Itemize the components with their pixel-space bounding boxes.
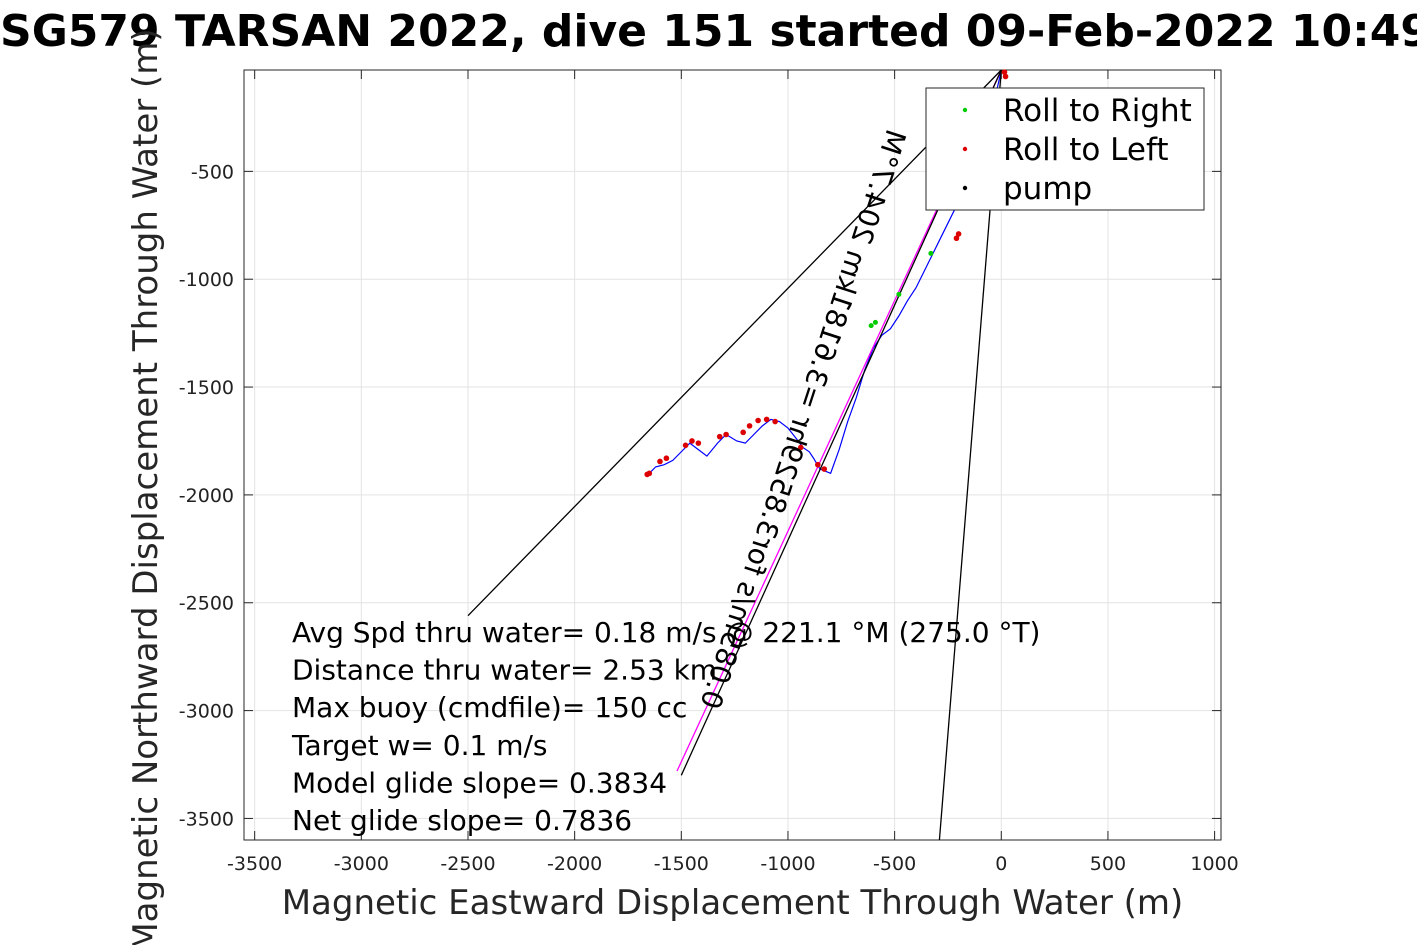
- x-axis-label: Magnetic Eastward Displacement Through W…: [282, 883, 1184, 923]
- x-tick-label: -2500: [440, 853, 495, 875]
- legend-label: Roll to Left: [1003, 132, 1169, 168]
- chart-series: [467, 69, 1002, 841]
- roll-left-marker: [740, 429, 746, 436]
- legend-swatch: [962, 107, 968, 113]
- roll-left-marker: [746, 423, 753, 429]
- roll-markers: [644, 69, 1009, 478]
- roll-left-marker: [663, 455, 670, 462]
- plot-area: [243, 69, 1222, 841]
- chart-title: SG579 TARSAN 2022, dive 151 started 09-F…: [0, 6, 1417, 57]
- roll-left-marker: [763, 416, 770, 423]
- y-tick-label: -2000: [179, 485, 234, 507]
- y-tick-label: -2500: [179, 593, 234, 615]
- roll-left-marker: [1002, 73, 1009, 80]
- y-tick-label: -3000: [179, 701, 234, 723]
- annotation-line: Model glide slope= 0.3834: [292, 766, 667, 799]
- x-tick-label: 500: [1090, 853, 1126, 875]
- legend-swatch: [962, 185, 968, 191]
- y-tick-label: -1500: [179, 377, 234, 399]
- roll-left-marker: [797, 444, 804, 451]
- roll-left-marker: [657, 458, 663, 465]
- annotation-line: Distance thru water= 2.53 km: [292, 654, 717, 687]
- roll-right-marker: [868, 323, 874, 329]
- annotation-line: Net glide slope= 0.7836: [292, 804, 632, 837]
- roll-left-marker: [755, 417, 761, 424]
- roll-left-marker: [821, 466, 828, 472]
- y-tick-label: -1000: [179, 269, 234, 291]
- roll-left-marker: [723, 431, 729, 438]
- x-tick-label: -3500: [227, 853, 282, 875]
- roll-left-marker: [772, 418, 778, 425]
- roll-left-marker: [953, 235, 960, 242]
- y-axis-label: Magnetic Northward Displacement Through …: [126, 28, 166, 945]
- x-tick-label: -2000: [547, 853, 602, 875]
- x-tick-label: -1500: [654, 853, 709, 875]
- roll-left-marker: [716, 433, 723, 440]
- annotation-line: Max buoy (cmdfile)= 150 cc: [292, 691, 687, 724]
- roll-left-marker: [682, 442, 689, 449]
- roll-right-marker: [928, 250, 934, 256]
- roll-left-marker: [1001, 69, 1008, 75]
- x-tick-label: 0: [995, 853, 1007, 875]
- annotation-line: Avg Spd thru water= 0.18 m/s @ 221.1 °M …: [292, 616, 1040, 649]
- y-tick-label: -500: [191, 161, 234, 183]
- axis-ticks: -3500 -3000 -2500 -2000 -1500 -1000 -500 0 500 10…: [179, 70, 1239, 875]
- roll-right-marker: [896, 291, 902, 297]
- roll-left-marker: [689, 438, 695, 444]
- roll-left-marker: [955, 231, 962, 237]
- series-line-4: [467, 69, 1002, 617]
- legend-label: Roll to Right: [1003, 93, 1192, 129]
- chart-annotations: Avg Spd thru water= 0.18 m/s @ 221.1 °M …: [291, 616, 1040, 837]
- legend-label: pump: [1003, 171, 1092, 207]
- x-tick-label: -3000: [334, 853, 389, 875]
- x-tick-label: -1000: [760, 853, 815, 875]
- roll-left-marker: [644, 471, 650, 478]
- roll-left-marker: [815, 461, 821, 468]
- legend-box: [925, 87, 1205, 211]
- roll-left-marker: [695, 440, 702, 446]
- annotation-line: Target w= 0.1 m/s: [291, 729, 548, 762]
- x-tick-label: 1000: [1190, 853, 1238, 875]
- legend-swatch: [962, 146, 968, 152]
- x-tick-label: -500: [873, 853, 916, 875]
- y-tick-label: -3500: [179, 808, 234, 830]
- roll-right-marker: [872, 319, 878, 325]
